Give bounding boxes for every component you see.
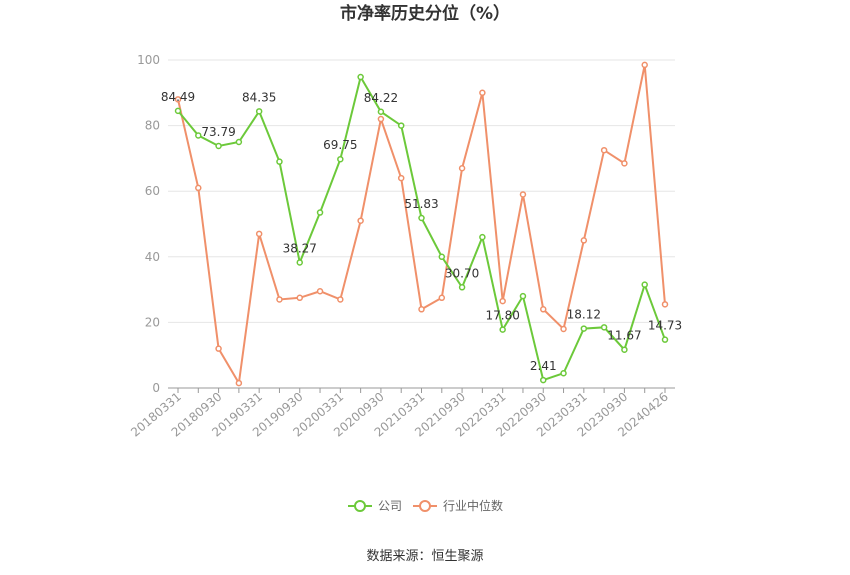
series-point-1[interactable] [255, 230, 263, 238]
series-point-0[interactable] [661, 336, 669, 343]
series-lines [177, 64, 666, 387]
series-point-1[interactable] [296, 294, 303, 302]
series-point-1[interactable] [195, 184, 202, 192]
series-point-0[interactable] [215, 142, 222, 150]
series-point-0[interactable] [174, 107, 182, 115]
series-point-0[interactable] [641, 281, 648, 288]
series-point-1[interactable] [357, 217, 364, 224]
data-label: 84.49 [161, 90, 195, 104]
series-point-1[interactable] [499, 297, 506, 305]
series-point-1[interactable] [215, 345, 222, 352]
series-point-0[interactable] [418, 214, 425, 222]
series-point-1[interactable] [479, 89, 486, 97]
y-tick-label: 60 [145, 184, 160, 198]
y-tick-label: 0 [152, 381, 160, 395]
series-point-0[interactable] [296, 259, 303, 266]
legend-item-1[interactable]: 行业中位数 [413, 498, 503, 513]
series-point-0[interactable] [377, 108, 385, 116]
series-point-1[interactable] [519, 191, 527, 198]
data-label: 17.80 [485, 309, 519, 323]
series-line-0 [177, 74, 666, 382]
series-point-0[interactable] [560, 369, 567, 377]
series-point-1[interactable] [377, 115, 385, 123]
x-axis: 2018033120180930201903312019093020200331… [128, 387, 675, 440]
series-point-1[interactable] [397, 174, 405, 182]
series-point-1[interactable] [661, 301, 669, 308]
series-point-0[interactable] [621, 346, 628, 353]
series-point-0[interactable] [316, 209, 324, 216]
data-label: 73.79 [201, 125, 235, 139]
series-point-0[interactable] [357, 73, 364, 81]
series-point-1[interactable] [580, 237, 588, 244]
y-tick-label: 80 [145, 119, 160, 133]
series-point-0[interactable] [519, 292, 527, 300]
y-tick-label: 40 [145, 250, 160, 264]
y-tick-label: 100 [137, 53, 160, 67]
series-point-1[interactable] [458, 164, 466, 172]
series-point-1[interactable] [438, 294, 446, 302]
series-point-1[interactable] [337, 296, 344, 303]
y-axis: 0 20 40 60 80 100 [137, 53, 160, 395]
y-tick-label: 20 [145, 315, 160, 329]
data-label: 11.67 [607, 329, 641, 343]
series-point-0[interactable] [397, 122, 405, 129]
series-point-1[interactable] [276, 296, 283, 303]
data-label: 18.12 [567, 308, 601, 322]
series-point-0[interactable] [479, 233, 486, 241]
legend-marker [354, 500, 366, 512]
series-point-0[interactable] [438, 253, 446, 261]
series-points [174, 61, 669, 387]
data-label: 69.75 [323, 138, 357, 152]
series-point-1[interactable] [316, 287, 324, 295]
legend-label: 行业中位数 [443, 498, 503, 513]
series-point-1[interactable] [600, 146, 608, 154]
legend[interactable]: 公司 行业中位数 [348, 498, 503, 513]
data-label: 84.22 [364, 91, 398, 105]
series-point-0[interactable] [235, 138, 243, 146]
series-point-1[interactable] [641, 61, 648, 69]
legend-item-0[interactable]: 公司 [348, 499, 402, 513]
series-point-0[interactable] [458, 284, 466, 291]
data-label: 2.41 [530, 359, 557, 373]
legend-label: 公司 [378, 499, 402, 513]
data-label: 84.35 [242, 90, 276, 104]
series-point-0[interactable] [499, 326, 506, 333]
series-point-1[interactable] [621, 160, 628, 167]
series-line-1 [177, 64, 666, 387]
series-point-0[interactable] [337, 155, 344, 163]
legend-marker [419, 500, 431, 512]
series-point-1[interactable] [174, 96, 182, 103]
series-point-1[interactable] [560, 325, 567, 333]
data-labels: 84.49 73.79 84.35 38.27 69.75 84.22 51.83 30.70… [161, 90, 682, 373]
data-label: 38.27 [283, 241, 317, 255]
series-point-1[interactable] [418, 306, 425, 313]
data-label: 30.70 [445, 266, 479, 280]
source-note: 数据来源：恒生聚源 [366, 549, 483, 564]
data-label: 51.83 [404, 197, 438, 211]
series-point-0[interactable] [600, 324, 608, 331]
series-point-1[interactable] [235, 379, 243, 387]
series-point-0[interactable] [540, 376, 547, 384]
data-label: 14.73 [648, 319, 682, 333]
series-point-0[interactable] [255, 108, 263, 115]
series-point-0[interactable] [195, 132, 202, 139]
series-point-0[interactable] [580, 325, 588, 332]
grid [168, 59, 675, 323]
chart-title: 市净率历史分位（%） [340, 3, 510, 24]
series-point-1[interactable] [540, 306, 547, 313]
series-point-0[interactable] [276, 158, 283, 165]
